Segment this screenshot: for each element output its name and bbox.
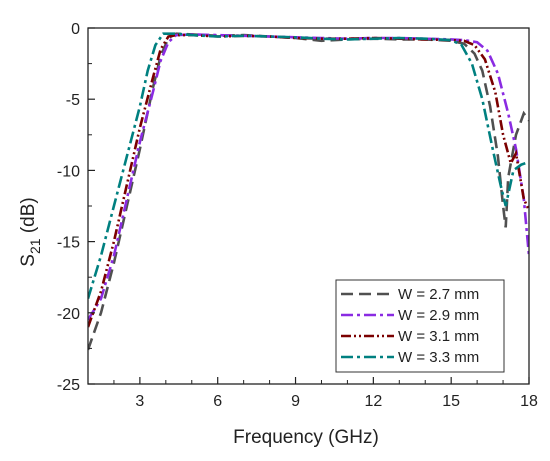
x-axis-title: Frequency (GHz) <box>233 427 379 448</box>
series-line-4 <box>88 32 529 299</box>
y-axis-title-subscript: 21 <box>27 238 43 254</box>
series-line-3 <box>88 33 529 328</box>
y-tick-label: -15 <box>57 235 80 252</box>
x-tick-label: 18 <box>520 393 538 410</box>
axes <box>87 27 530 385</box>
legend-label-1: W = 2.7 mm <box>398 286 479 303</box>
legend-label-2: W = 2.9 mm <box>398 307 479 324</box>
y-axis-title-main: S <box>18 254 39 267</box>
series-line-2 <box>88 33 529 321</box>
x-tick-label: 9 <box>291 393 300 410</box>
x-tick-label: 12 <box>364 393 382 410</box>
legend-label-3: W = 3.1 mm <box>398 328 479 345</box>
y-axis-title: S21 (dB) <box>18 197 43 266</box>
y-tick-label: -10 <box>57 163 80 180</box>
series-line-1 <box>88 32 529 351</box>
x-tick-label: 15 <box>442 393 460 410</box>
series-lines <box>88 32 529 351</box>
y-tick-label: -5 <box>66 92 80 109</box>
y-tick-label: -25 <box>57 377 80 394</box>
legend: W = 2.7 mm W = 2.9 mm W = 3.1 mm W = 3.3 mm <box>335 279 505 373</box>
y-tick-label: -20 <box>57 306 80 323</box>
y-tick-label: 0 <box>71 21 80 38</box>
legend-label-4: W = 3.3 mm <box>398 349 479 366</box>
y-axis-title-unit: (dB) <box>18 197 39 238</box>
x-tick-label: 6 <box>213 393 222 410</box>
x-tick-label: 3 <box>135 393 144 410</box>
tick-labels: 3 6 9 12 15 18 0 -5 -10 -15 -20 -25 <box>57 21 538 410</box>
